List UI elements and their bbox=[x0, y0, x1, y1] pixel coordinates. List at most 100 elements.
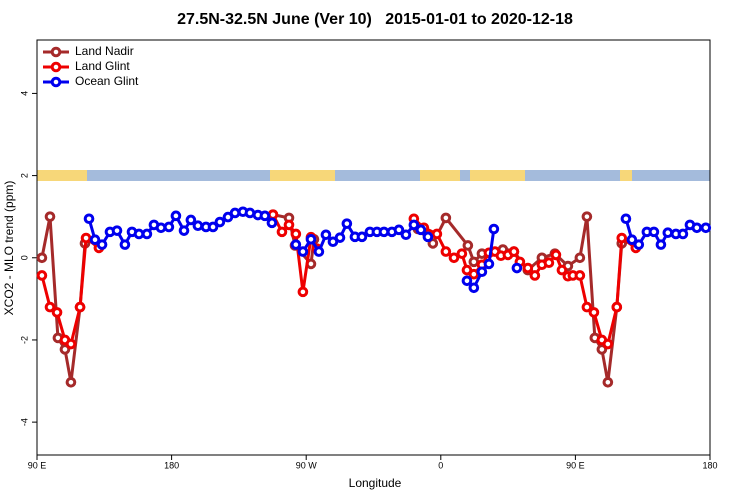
point bbox=[700, 222, 712, 234]
point bbox=[400, 229, 412, 241]
point bbox=[59, 344, 71, 355]
point bbox=[83, 213, 95, 225]
point bbox=[633, 239, 645, 250]
point bbox=[602, 376, 614, 388]
ocean-strip bbox=[37, 170, 710, 181]
point bbox=[259, 210, 271, 222]
point bbox=[141, 228, 153, 240]
point bbox=[620, 213, 632, 225]
point bbox=[574, 270, 586, 281]
point bbox=[677, 228, 689, 240]
point bbox=[163, 221, 175, 233]
point bbox=[468, 282, 480, 294]
point bbox=[185, 214, 197, 226]
point bbox=[616, 232, 628, 244]
point bbox=[393, 224, 405, 236]
point bbox=[297, 286, 309, 298]
x-tick-label: 180 bbox=[702, 460, 717, 470]
point bbox=[111, 225, 123, 236]
y-axis-label: XCO2 - MLO trend (ppm) bbox=[2, 181, 16, 316]
point bbox=[626, 234, 638, 245]
point bbox=[462, 240, 474, 251]
legend-marker bbox=[50, 61, 62, 73]
y-tick-label: 0 bbox=[19, 255, 29, 260]
point bbox=[440, 212, 452, 224]
x-tick-label: 90 E bbox=[566, 460, 585, 470]
y-tick-label: -2 bbox=[19, 336, 29, 344]
point bbox=[305, 233, 317, 245]
point bbox=[440, 246, 452, 257]
point bbox=[581, 211, 593, 222]
point bbox=[691, 222, 703, 234]
point bbox=[155, 222, 167, 234]
point bbox=[65, 376, 77, 388]
point bbox=[662, 227, 674, 239]
point bbox=[581, 301, 593, 313]
point bbox=[276, 226, 288, 238]
point bbox=[341, 218, 353, 229]
point bbox=[65, 338, 77, 350]
point bbox=[596, 344, 608, 355]
point bbox=[89, 234, 101, 245]
point bbox=[431, 228, 443, 240]
point bbox=[170, 210, 182, 222]
point bbox=[283, 219, 295, 231]
point bbox=[96, 239, 108, 250]
point bbox=[44, 301, 56, 313]
point bbox=[468, 268, 480, 280]
point bbox=[508, 246, 520, 257]
point bbox=[244, 207, 256, 219]
legend-marker bbox=[50, 76, 62, 88]
point bbox=[207, 221, 219, 233]
chart-title: 27.5N-32.5N June (Ver 10) 2015-01-01 to … bbox=[177, 11, 573, 28]
legend-label: Ocean Glint bbox=[75, 74, 139, 88]
point bbox=[44, 211, 56, 222]
y-tick-label: -4 bbox=[19, 418, 29, 426]
point bbox=[611, 301, 623, 313]
land-mask bbox=[37, 170, 710, 181]
x-tick-label: 180 bbox=[164, 460, 179, 470]
point bbox=[192, 220, 204, 232]
point bbox=[483, 258, 495, 270]
point bbox=[468, 256, 480, 268]
point bbox=[556, 264, 568, 276]
point bbox=[80, 232, 92, 244]
point bbox=[267, 209, 279, 220]
point bbox=[119, 239, 131, 250]
point bbox=[522, 262, 534, 274]
land-strip bbox=[270, 170, 335, 181]
point bbox=[51, 307, 63, 318]
y-tick-label: 2 bbox=[19, 173, 29, 178]
point bbox=[543, 257, 555, 269]
point bbox=[266, 217, 278, 229]
x-tick-label: 90 E bbox=[28, 460, 47, 470]
land-strip bbox=[470, 170, 525, 181]
x-tick-label: 90 W bbox=[296, 460, 318, 470]
point bbox=[408, 219, 420, 231]
point bbox=[290, 239, 302, 250]
point bbox=[574, 252, 586, 264]
point bbox=[448, 252, 460, 264]
point bbox=[178, 225, 190, 236]
point bbox=[313, 246, 325, 257]
point bbox=[511, 262, 523, 274]
series-line bbox=[87, 210, 706, 291]
point bbox=[602, 338, 614, 350]
legend-label: Land Nadir bbox=[75, 44, 134, 58]
land-strip bbox=[37, 170, 87, 181]
point bbox=[214, 216, 226, 228]
point bbox=[422, 231, 434, 243]
point bbox=[320, 229, 332, 241]
point bbox=[415, 224, 427, 236]
y-tick-label: 4 bbox=[19, 91, 29, 96]
point bbox=[550, 249, 562, 261]
x-tick-label: 0 bbox=[438, 460, 443, 470]
point bbox=[529, 270, 541, 281]
point bbox=[297, 246, 309, 257]
point bbox=[334, 232, 346, 243]
point bbox=[36, 252, 48, 264]
x-axis-label: Longitude bbox=[349, 476, 402, 490]
point bbox=[356, 231, 368, 243]
